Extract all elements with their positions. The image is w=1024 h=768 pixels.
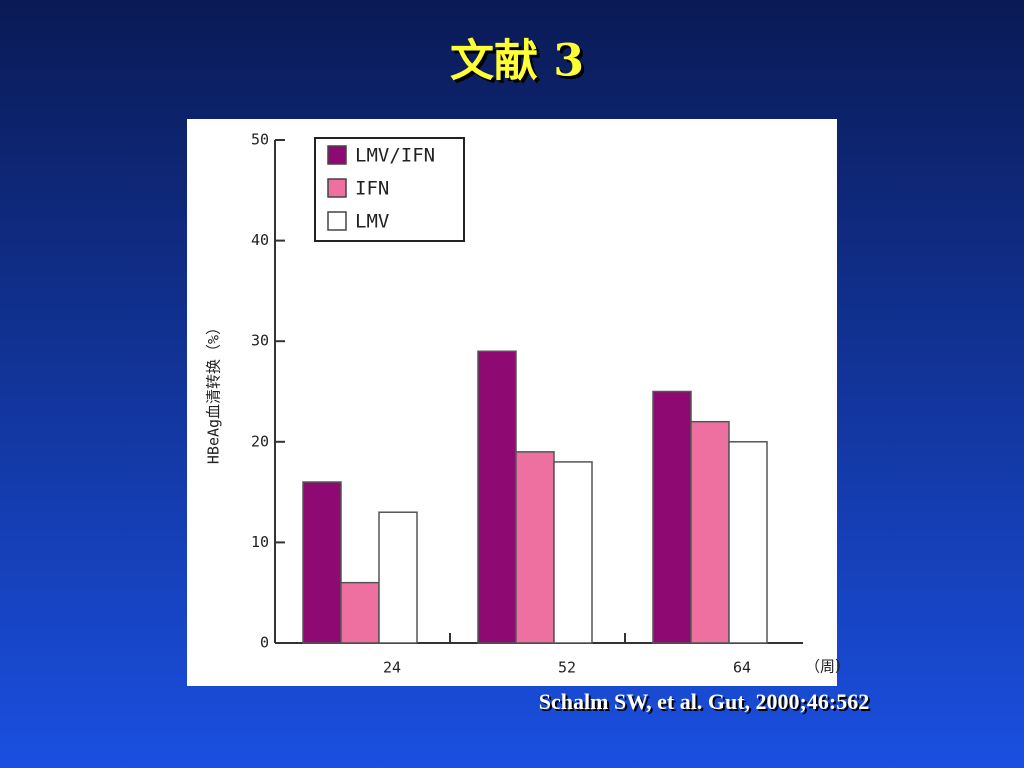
source-shadow: Schalm SW, et al. Gut, 2000;46:562 [541, 691, 871, 716]
bar [728, 441, 768, 644]
title-shadow: 文献 3 [453, 39, 587, 90]
x-tick-label: 24 [383, 659, 401, 677]
y-tick-label: 10 [251, 533, 269, 551]
y-tick-label: 40 [251, 231, 269, 249]
bar [652, 390, 692, 644]
bar [515, 451, 555, 644]
x-tick-label: 52 [558, 659, 576, 677]
y-tick-label: 50 [251, 131, 269, 149]
legend-label: LMV [355, 211, 389, 233]
y-tick-label: 20 [251, 432, 269, 450]
legend-swatch [327, 145, 347, 165]
legend-label: IFN [355, 178, 389, 200]
bar [553, 461, 593, 644]
bar [690, 420, 730, 644]
source: Schalm SW, et al. Gut, 2000;46:562 [539, 689, 869, 714]
x-axis-label: （周） [805, 658, 850, 676]
y-tick-label: 0 [260, 634, 269, 652]
legend-label: LMV/IFN [355, 145, 435, 167]
y-axis-label: HBeAg血清转换（%） [205, 320, 223, 464]
bar [302, 481, 342, 644]
title: 文献 3 [450, 36, 584, 87]
bar [378, 511, 418, 644]
x-tick-label: 64 [733, 659, 751, 677]
bar [477, 350, 517, 644]
bar [340, 581, 380, 644]
plot: 0 10 20 30 40 50 24 52 64 LMV/IFN IFN LMV [251, 131, 803, 677]
y-tick-label: 30 [251, 332, 269, 350]
legend-swatch [327, 178, 347, 198]
legend-swatch [327, 211, 347, 231]
